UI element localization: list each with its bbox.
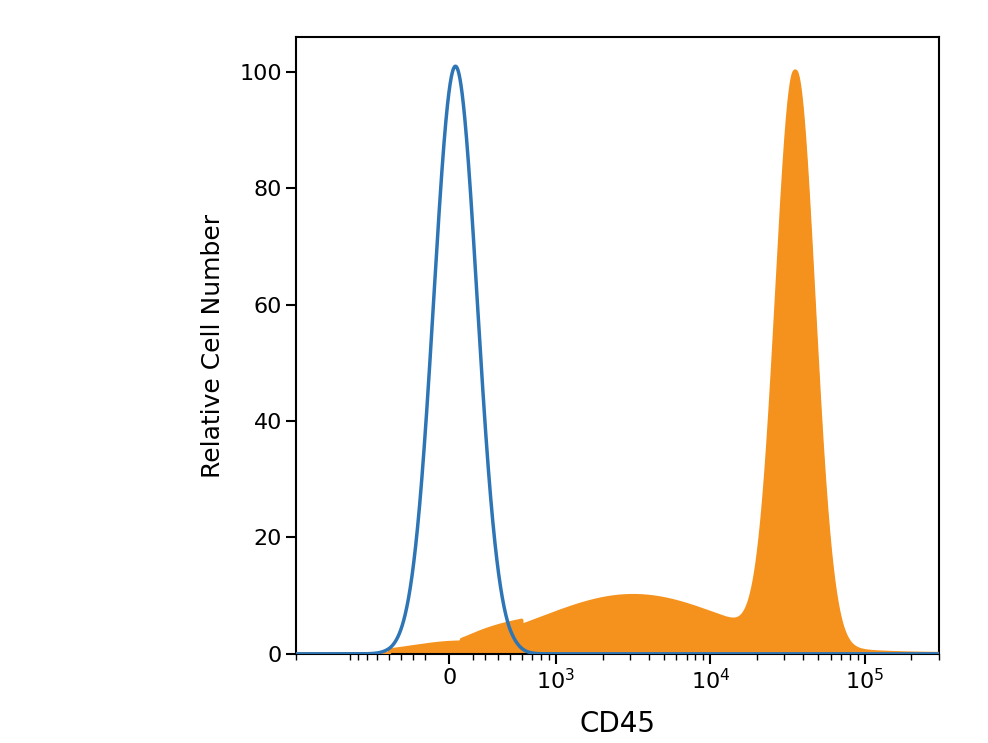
X-axis label: CD45: CD45	[580, 710, 655, 739]
Y-axis label: Relative Cell Number: Relative Cell Number	[202, 213, 225, 478]
